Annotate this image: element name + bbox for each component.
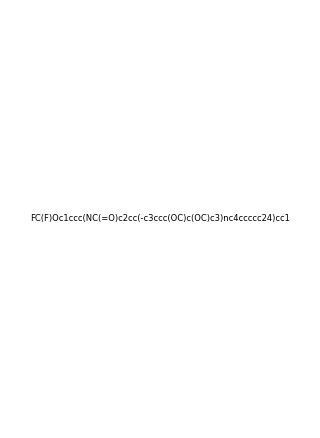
Text: FC(F)Oc1ccc(NC(=O)c2cc(-c3ccc(OC)c(OC)c3)nc4ccccc24)cc1: FC(F)Oc1ccc(NC(=O)c2cc(-c3ccc(OC)c(OC)c3… [30, 215, 290, 223]
